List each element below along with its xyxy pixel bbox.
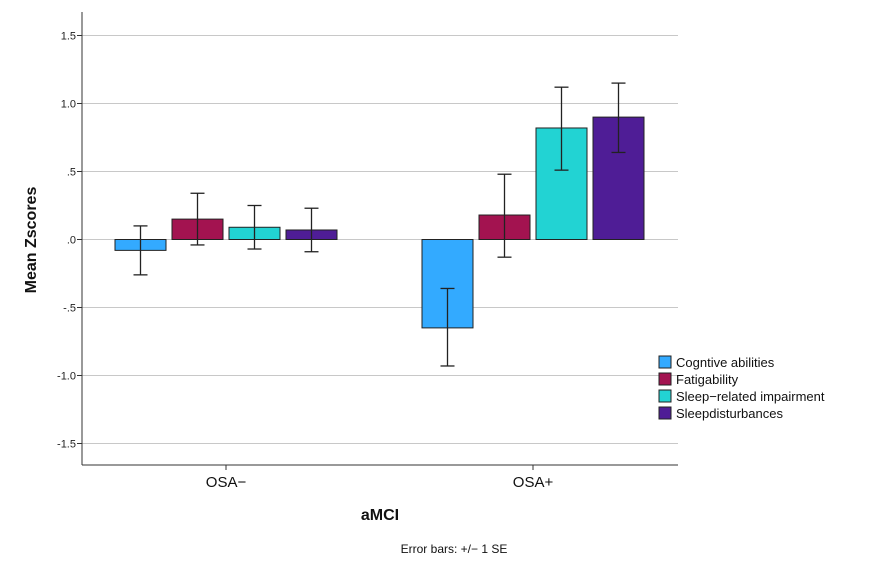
legend-label: Sleepdisturbances xyxy=(676,406,783,421)
gridlines xyxy=(82,35,678,444)
y-tick-label: 1.0 xyxy=(61,99,76,111)
legend-label: Fatigability xyxy=(676,372,739,387)
y-axis-title: Mean Zscores xyxy=(23,187,40,294)
y-tick-label: .0 xyxy=(67,235,76,247)
y-tick-labels: 1.5 1.0 .5 .0 -.5 -1.0 -1.5 xyxy=(57,31,82,451)
x-category-label: OSA− xyxy=(206,474,247,491)
x-category-label: OSA+ xyxy=(513,474,554,491)
legend: Cogntive abilities Fatigability Sleep−rela… xyxy=(658,355,825,421)
legend-label: Cogntive abilities xyxy=(676,355,775,370)
y-tick-label: .5 xyxy=(67,167,76,179)
legend-swatch xyxy=(658,372,672,386)
legend-swatch xyxy=(658,355,672,369)
x-axis-title: aMCI xyxy=(361,507,399,524)
y-tick-label: -.5 xyxy=(63,303,76,315)
axes xyxy=(81,12,678,466)
x-category-labels: OSA− OSA+ xyxy=(206,465,554,491)
bars xyxy=(114,116,645,329)
legend-swatch xyxy=(658,406,672,420)
y-tick-label: 1.5 xyxy=(61,31,76,43)
y-tick-label: -1.5 xyxy=(57,439,76,451)
error-bars xyxy=(133,82,626,367)
legend-swatch xyxy=(658,389,672,403)
y-tick-label: -1.0 xyxy=(57,371,76,383)
legend-label: Sleep−related impairment xyxy=(676,389,825,404)
footnote: Error bars: +/− 1 SE xyxy=(401,542,508,556)
